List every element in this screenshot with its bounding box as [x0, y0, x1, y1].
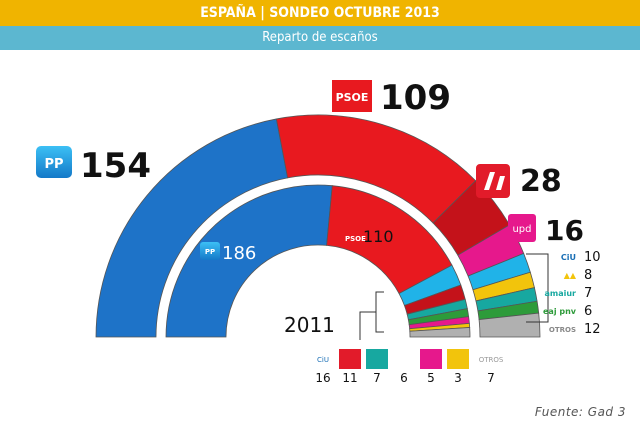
iu-seats-label: 28 [520, 164, 562, 199]
pp-2011-seats-label: 186 [222, 243, 256, 264]
party-logo-amaiur [366, 349, 388, 369]
party-logo-ciu: CiU [561, 253, 576, 262]
party-logo-otros: OTROS [549, 326, 576, 334]
inner-small-party-list: CiU 16 11 7 6 5 3 OTROS 7 [312, 349, 508, 385]
upyd-seats-label: 16 [545, 214, 584, 247]
party-logo-pnv [393, 349, 415, 369]
inner-small-item-otros: OTROS 7 [474, 349, 508, 385]
inner-small-item-iu: 11 [339, 349, 361, 385]
svg-text:PSOE: PSOE [336, 91, 369, 104]
pp-2011-logo: PP [200, 242, 220, 260]
outer-arc-group [95, 114, 541, 338]
seat-value: 16 [315, 371, 330, 385]
seat-value: 3 [454, 371, 462, 385]
seat-value: 5 [427, 371, 435, 385]
inner-arc-group [165, 184, 471, 338]
party-logo-text: OTROS [479, 356, 504, 364]
party-logo-text: CiU [317, 356, 329, 364]
seat-value: 8 [584, 268, 592, 283]
svg-text:PP: PP [44, 157, 63, 172]
party-logo-ciu [312, 349, 334, 369]
inner-small-item-amaiur: 7 [366, 349, 388, 385]
outer-small-item-erc: ▲▲ 8 [564, 268, 593, 283]
outer-small-item-pnv: eaj pnv 6 [543, 304, 592, 319]
chart-title: ESPAÑA | SONDEO OCTUBRE 2013 [0, 0, 640, 26]
seat-value: 11 [342, 371, 357, 385]
outer-small-item-ciu: CiU 10 [561, 250, 601, 265]
seat-value: 7 [584, 286, 592, 301]
pp-seats-label: 154 [80, 146, 151, 186]
svg-text:upd: upd [512, 224, 531, 235]
source-note: Fuente: Gad 3 [534, 405, 626, 419]
psoe-logo: PSOE [332, 80, 372, 112]
party-logo-upyd [420, 349, 442, 369]
inner-small-item-ciu: CiU 16 [312, 349, 334, 385]
iu-logo [476, 164, 510, 198]
seat-value: 6 [400, 371, 408, 385]
outer-small-party-list: CiU 10 ▲▲ 8 amaiur 7 eaj pnv 6 OTROS 12 [543, 250, 601, 337]
outer-small-item-amaiur: amaiur 7 [544, 286, 592, 301]
inner-small-item-pnv: 6 [393, 349, 415, 385]
psoe-seats-label: 109 [380, 78, 451, 118]
seat-arc-otros [478, 312, 541, 338]
party-logo-erc: ▲▲ [564, 271, 577, 280]
inner-small-item-upyd: 5 [420, 349, 442, 385]
party-logo-pnv: eaj pnv [543, 307, 577, 316]
outer-small-bracket [526, 253, 549, 323]
seat-value: 7 [487, 371, 495, 385]
seat-value: 6 [584, 304, 592, 319]
chart-subtitle: Reparto de escaños [0, 26, 640, 50]
psoe-2011-seats-label: 110 [363, 227, 394, 246]
inner-small-item-erc: 3 [447, 349, 469, 385]
svg-text:PP: PP [205, 248, 215, 256]
pp-logo: PP [36, 146, 72, 178]
party-logo-iu [339, 349, 361, 369]
seat-arc-pp [165, 184, 333, 338]
svg-text:PSOE: PSOE [345, 235, 366, 243]
seat-value: 10 [584, 250, 601, 265]
psoe-2011-logo: PSOE [345, 235, 366, 243]
seat-value: 7 [373, 371, 381, 385]
party-logo-amaiur: amaiur [544, 289, 576, 298]
year-2011-label: 2011 [284, 313, 335, 337]
seat-value: 12 [584, 322, 601, 337]
inner-small-bracket [359, 291, 384, 340]
outer-small-item-otros: OTROS 12 [549, 322, 601, 337]
upyd-logo: upd [508, 214, 536, 242]
party-logo-erc [447, 349, 469, 369]
seat-arc-otros [409, 327, 471, 338]
party-logo-otros [474, 349, 508, 369]
